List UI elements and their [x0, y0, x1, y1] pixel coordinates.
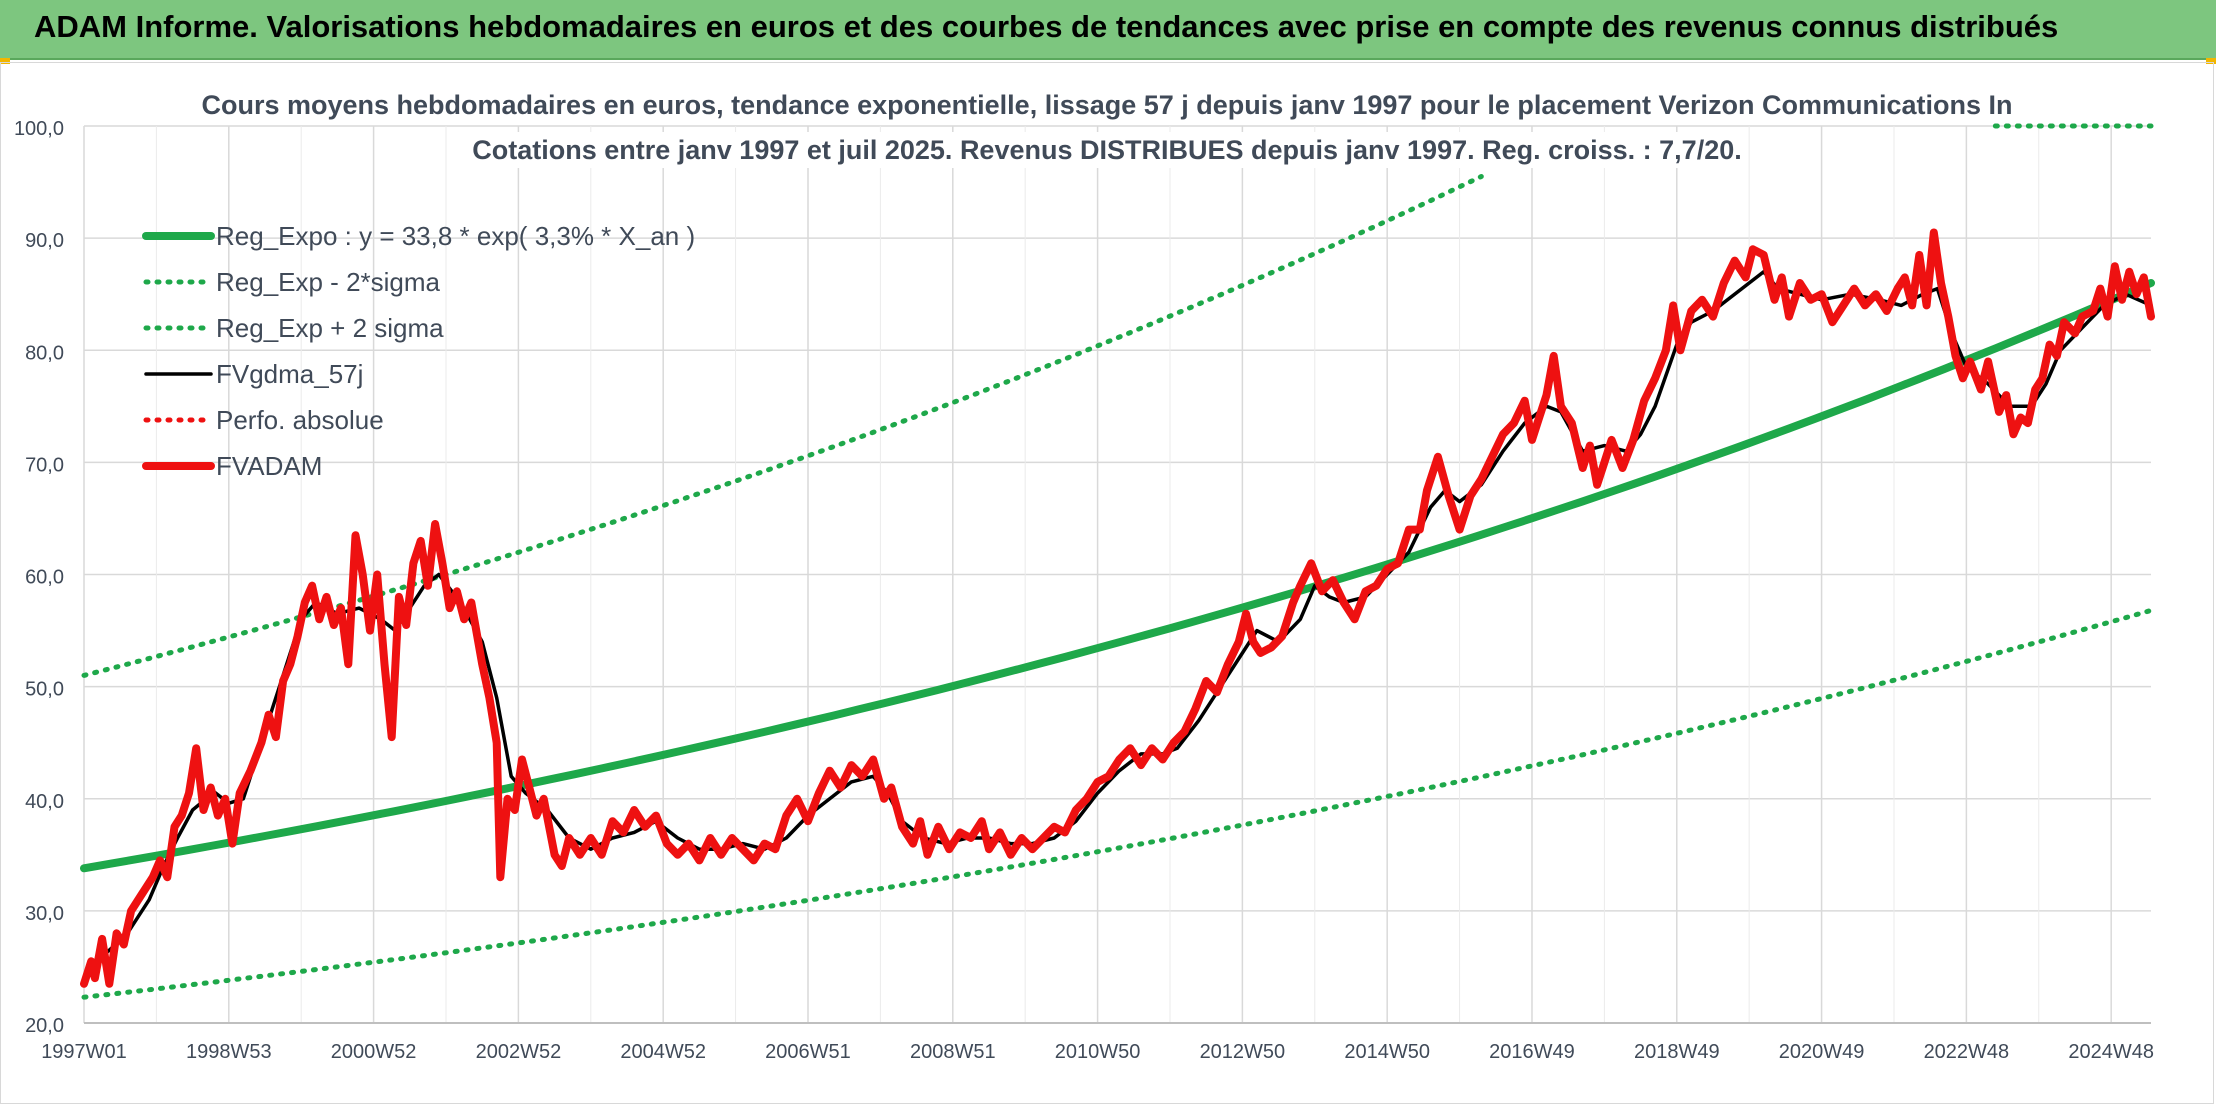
corner-marker-right: [2206, 58, 2216, 64]
y-tick-label: 30,0: [25, 903, 64, 925]
legend-entry-label: FVADAM: [216, 451, 322, 481]
y-tick-label: 50,0: [25, 679, 64, 701]
line-chart: 20,0 30,0 40,0 50,0 60,0 70,0 80,0 90,0 100,0 199…: [14, 87, 2155, 1063]
x-tick-label: 2020W49: [1779, 1041, 1865, 1063]
chart-subtitle: Cotations entre janv 1997 et juil 2025. …: [472, 135, 1742, 165]
y-tick-label: 20,0: [25, 1015, 64, 1037]
x-tick-label: 1997W01: [41, 1041, 127, 1063]
corner-marker-left: [0, 58, 10, 64]
axis-layer: 20,0 30,0 40,0 50,0 60,0 70,0 80,0 90,0 100,0 199…: [14, 118, 2154, 1063]
x-tick-label: 2008W51: [910, 1041, 996, 1063]
legend-entry-label: Reg_Exp - 2*sigma: [216, 267, 441, 297]
legend-entry-label: FVgdma_57j: [216, 359, 363, 389]
x-tick-label: 2004W52: [620, 1041, 706, 1063]
x-tick-label: 2002W52: [476, 1041, 562, 1063]
subtitle-background: [513, 132, 1701, 168]
x-tick-label: 2010W50: [1055, 1041, 1141, 1063]
legend-entry-label: Perfo. absolue: [216, 405, 384, 435]
series-line: [80, 228, 2155, 988]
legend-entry-label: Reg_Expo : y = 33,8 * exp( 3,3% * X_an ): [216, 221, 695, 251]
chart-frame: 20,0 30,0 40,0 50,0 60,0 70,0 80,0 90,0 100,0 199…: [0, 62, 2214, 1104]
y-tick-label: 60,0: [25, 567, 64, 589]
series-line: [80, 279, 2155, 873]
legend-entry-label: Reg_Exp + 2 sigma: [216, 313, 444, 343]
x-tick-label: 1998W53: [186, 1041, 272, 1063]
legend: Reg_Expo : y = 33,8 * exp( 3,3% * X_an )…: [142, 221, 695, 481]
chart-title: Cours moyens hebdomadaires en euros, ten…: [201, 90, 2012, 120]
y-tick-label: 100,0: [14, 118, 64, 140]
x-tick-label: 2000W52: [331, 1041, 417, 1063]
x-tick-label: 2012W50: [1200, 1041, 1286, 1063]
x-tick-label: 2016W49: [1489, 1041, 1575, 1063]
x-tick-label: 2018W49: [1634, 1041, 1720, 1063]
y-tick-label: 40,0: [25, 791, 64, 813]
series-layer: [80, 123, 2155, 1000]
y-tick-label: 80,0: [25, 342, 64, 364]
grid-layer: [83, 125, 2151, 1024]
header-bar: ADAM Informe. Valorisations hebdomadaire…: [0, 0, 2216, 60]
series-line: [81, 607, 2154, 1000]
report-title: ADAM Informe. Valorisations hebdomadaire…: [34, 9, 2059, 44]
x-tick-label: 2006W51: [765, 1041, 851, 1063]
y-tick-label: 90,0: [25, 230, 64, 252]
x-tick-label: 2014W50: [1344, 1041, 1430, 1063]
x-tick-label: 2022W48: [1924, 1041, 2010, 1063]
y-tick-label: 70,0: [25, 454, 64, 476]
x-tick-label: 2024W48: [2068, 1041, 2154, 1063]
title-background: [263, 87, 1951, 125]
